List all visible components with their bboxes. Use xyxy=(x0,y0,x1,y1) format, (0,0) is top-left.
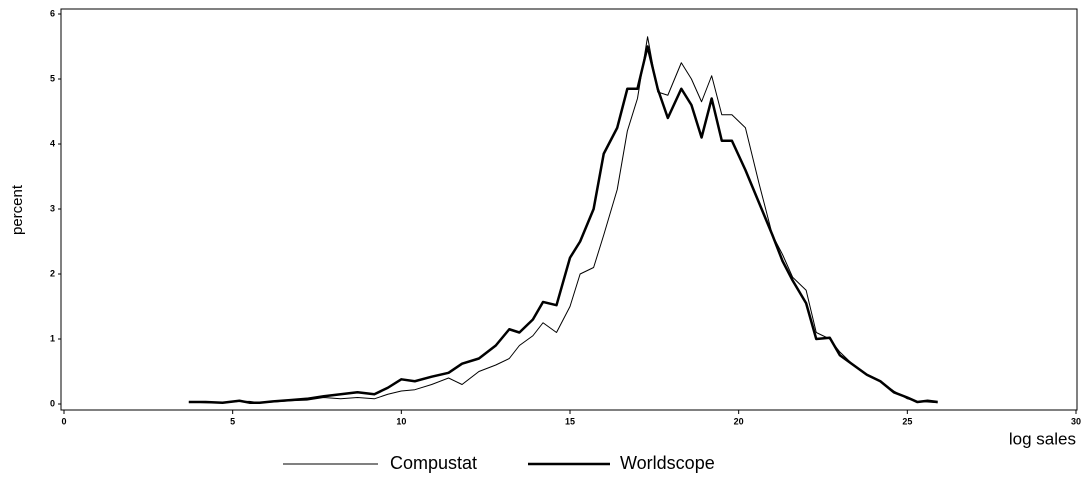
x-tick-label: 25 xyxy=(902,416,912,426)
y-tick-label: 5 xyxy=(50,73,55,83)
x-tick-label: 15 xyxy=(565,416,575,426)
y-tick-label: 6 xyxy=(50,8,55,18)
x-tick-label: 20 xyxy=(734,416,744,426)
x-axis-label: log sales xyxy=(1009,429,1076,448)
y-tick-label: 0 xyxy=(50,398,55,408)
series-line xyxy=(188,36,938,404)
x-tick-label: 10 xyxy=(396,416,406,426)
y-tick-label: 3 xyxy=(50,203,55,213)
legend-label: Worldscope xyxy=(620,453,715,473)
y-axis-label: percent xyxy=(9,184,26,235)
y-tick-label: 2 xyxy=(50,268,55,278)
y-tick-label: 1 xyxy=(50,333,55,343)
x-tick-label: 5 xyxy=(230,416,235,426)
x-tick-label: 0 xyxy=(61,416,66,426)
legend-label: Compustat xyxy=(390,453,477,473)
series-line xyxy=(188,45,938,404)
y-tick-label: 4 xyxy=(50,138,55,148)
x-tick-label: 30 xyxy=(1071,416,1081,426)
